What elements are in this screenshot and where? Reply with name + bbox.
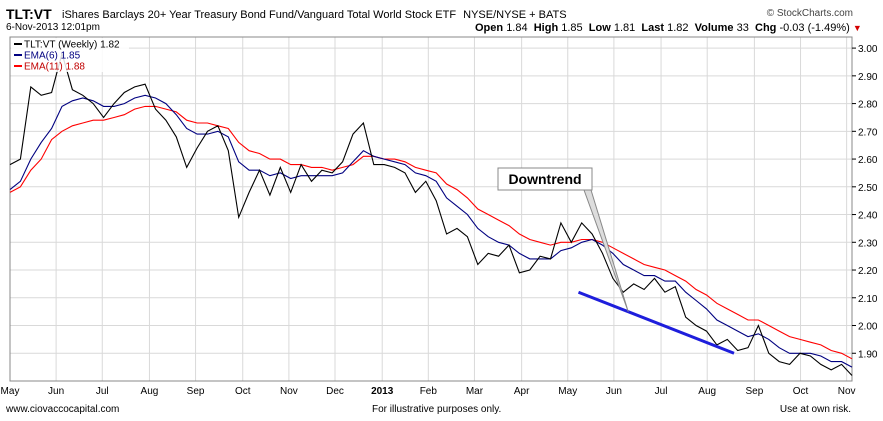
plot-frame xyxy=(9,36,853,382)
last-value: 1.82 xyxy=(667,22,689,34)
volume-value: 33 xyxy=(736,22,749,34)
x-tick-label: Feb xyxy=(420,386,438,397)
y-tick-label: 2.80 xyxy=(858,100,878,111)
x-tick-label: Mar xyxy=(466,386,484,397)
x-tick-label: Jul xyxy=(655,386,668,397)
low-label: Low xyxy=(588,22,611,34)
x-tick-label: May xyxy=(558,386,577,397)
legend-entry: TLT:VT (Weekly) 1.82 xyxy=(24,40,120,51)
footer-risk: Use at own risk. xyxy=(779,404,851,415)
trend-line xyxy=(577,290,735,355)
y-tick-label: 2.10 xyxy=(858,294,878,305)
x-tick-label: Jun xyxy=(48,386,64,397)
x-tick-label: Oct xyxy=(793,386,809,397)
y-tick-label: 2.60 xyxy=(858,155,878,166)
annotation-pointer xyxy=(583,189,629,312)
high-value: 1.85 xyxy=(561,22,583,34)
brand-label: © StockCharts.com xyxy=(766,8,853,19)
exchange-label: NYSE/NYSE + BATS xyxy=(463,9,567,21)
x-tick-label: Nov xyxy=(838,386,856,397)
chart-symbol: TLT:VT xyxy=(6,6,52,22)
y-axis: 1.90 2.00 2.10 2.20 2.30 2.40 2.50 2.60 2.70 2.80… xyxy=(852,44,878,360)
down-arrow-icon: ▼ xyxy=(852,23,862,33)
x-tick-label: Aug xyxy=(141,386,159,397)
y-tick-label: 2.00 xyxy=(858,322,878,333)
chart-fullname: iShares Barclays 20+ Year Treasury Bond … xyxy=(62,9,567,21)
annotation-box xyxy=(497,167,593,191)
chart-grid xyxy=(9,37,852,381)
x-tick-label: Sep xyxy=(187,386,205,397)
x-tick-label: Sep xyxy=(745,386,763,397)
x-tick-label: Apr xyxy=(514,386,530,397)
open-value: 1.84 xyxy=(506,22,528,34)
y-tick-label: 2.70 xyxy=(858,127,878,138)
x-tick-label: Aug xyxy=(698,386,716,397)
x-tick-label: Dec xyxy=(326,386,344,397)
x-tick-label: Jul xyxy=(96,386,109,397)
y-tick-label: 2.30 xyxy=(858,238,878,249)
x-tick-label: Nov xyxy=(280,386,298,397)
last-label: Last xyxy=(641,22,665,34)
price-line xyxy=(9,51,853,376)
y-tick-label: 2.50 xyxy=(858,183,878,194)
footer-disclaimer: For illustrative purposes only. xyxy=(372,404,502,415)
ema11-line xyxy=(9,105,853,360)
legend-entry: EMA(11) 1.88 xyxy=(24,62,85,73)
low-value: 1.81 xyxy=(613,22,636,34)
x-tick-label: Oct xyxy=(235,386,251,397)
annotation-label: Downtrend xyxy=(508,171,581,187)
y-tick-label: 2.40 xyxy=(858,211,878,222)
legend-entry: EMA(6) 1.85 xyxy=(24,51,81,62)
downtrend-annotation: Downtrend xyxy=(497,167,735,355)
high-label: High xyxy=(533,22,559,34)
y-tick-label: 3.00 xyxy=(858,44,878,55)
chg-label: Chg xyxy=(755,22,777,34)
x-tick-label: Jun xyxy=(606,386,622,397)
y-tick-label: 2.20 xyxy=(858,266,878,277)
y-tick-label: 2.90 xyxy=(858,72,878,83)
series-lines xyxy=(9,51,853,376)
x-tick-label: 2013 xyxy=(371,386,394,397)
x-axis: May Jun Jul Aug Sep Oct Nov Dec 2013 Feb Mar Apr May… xyxy=(1,386,856,397)
volume-label: Volume xyxy=(694,22,734,34)
x-tick-label: May xyxy=(1,386,20,397)
quote-bar: Open 1.84 High 1.85 Low 1.81 Last 1.82 V… xyxy=(475,22,862,34)
chg-value: -0.03 (-1.49%) xyxy=(779,22,850,34)
ema6-line xyxy=(9,94,853,368)
y-tick-label: 1.90 xyxy=(858,349,878,360)
legend-box xyxy=(11,38,129,72)
open-label: Open xyxy=(475,22,504,34)
chart-date: 6-Nov-2013 12:01pm xyxy=(6,22,100,33)
fund-name: iShares Barclays 20+ Year Treasury Bond … xyxy=(62,9,457,21)
footer-website: www.ciovaccocapital.com xyxy=(6,404,120,415)
